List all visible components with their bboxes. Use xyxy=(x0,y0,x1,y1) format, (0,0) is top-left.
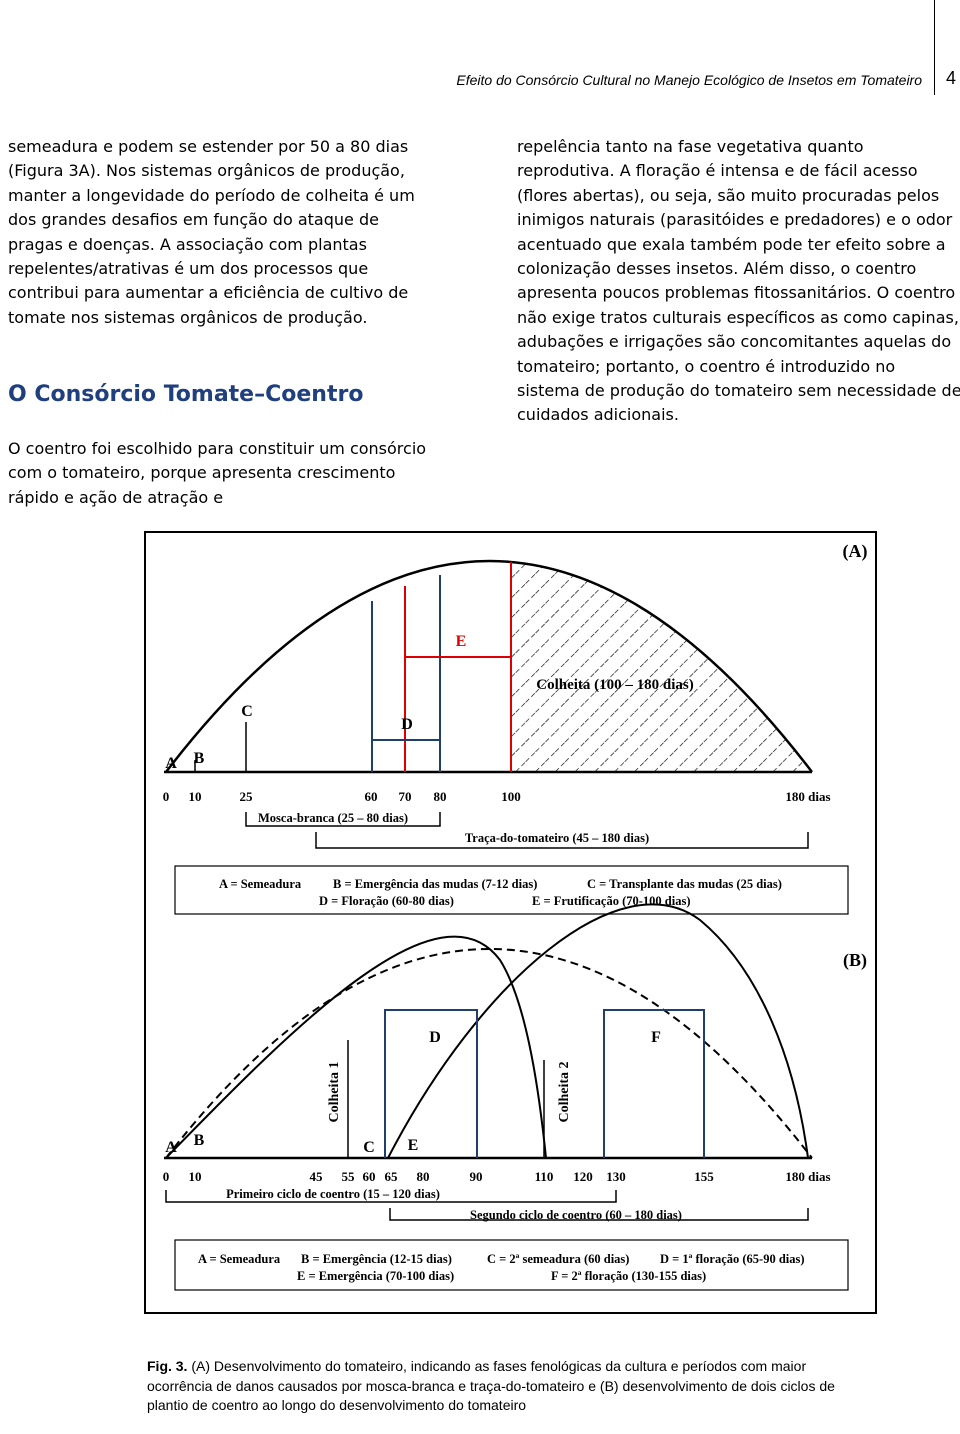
tomato-curve xyxy=(165,559,813,773)
legend-item: B = Emergência das mudas (7-12 dias) xyxy=(333,877,537,891)
header-rule xyxy=(934,0,935,95)
tomato-curve xyxy=(165,948,813,1159)
section-heading: O Consórcio Tomate–Coentro xyxy=(8,382,364,407)
range-label: Primeiro ciclo de coentro (15 – 120 dias… xyxy=(226,1187,440,1201)
panel-label: (B) xyxy=(843,950,867,971)
harvest-hatch xyxy=(511,562,812,772)
legend-item: C = 2ª semeadura (60 dias) xyxy=(487,1252,629,1266)
paragraph: semeadura e podem se estender por 50 a 8… xyxy=(8,137,415,327)
legend-box xyxy=(174,1239,849,1291)
tick-label: 120 xyxy=(573,1169,593,1184)
legend-item: C = Transplante das mudas (25 dias) xyxy=(587,877,782,891)
tick-label: 10 xyxy=(189,1169,202,1184)
bracket xyxy=(384,1009,478,1158)
tick-label: 100 xyxy=(501,789,521,804)
tick-label: 80 xyxy=(417,1169,430,1184)
coriander-curve xyxy=(387,903,809,1159)
coriander-curve xyxy=(165,935,547,1159)
range-label: Mosca-branca (25 – 80 dias) xyxy=(258,811,408,825)
page-number: 4 xyxy=(946,68,957,88)
figure-frame xyxy=(144,531,877,1314)
tick-label: 0 xyxy=(163,1169,170,1184)
tick-label: 60 xyxy=(363,1169,376,1184)
tick-label: 180 dias xyxy=(785,789,830,804)
legend-item: D = 1ª floração (65-90 dias) xyxy=(660,1252,805,1266)
legend-item: E = Emergência (70-100 dias) xyxy=(297,1269,454,1283)
tick-label: 25 xyxy=(240,789,254,804)
tick-label: 55 xyxy=(342,1169,356,1184)
tick-label: 65 xyxy=(385,1169,399,1184)
harvest-label: Colheita 2 xyxy=(557,1061,572,1122)
tick-label: 70 xyxy=(399,789,412,804)
legend-item: B = Emergência (12-15 dias) xyxy=(301,1252,452,1266)
legend-item: F = 2ª floração (130-155 dias) xyxy=(551,1269,706,1283)
tick-label: 60 xyxy=(365,789,378,804)
paragraph: repelência tanto na fase vegetativa quan… xyxy=(517,137,960,425)
letter: C xyxy=(363,1139,375,1156)
letter: D xyxy=(401,716,413,733)
legend-item: D = Floração (60-80 dias) xyxy=(319,894,454,908)
bracket xyxy=(389,1208,809,1221)
legend-item: A = Semeadura xyxy=(219,877,302,891)
tick-label: 80 xyxy=(434,789,447,804)
tick-label: 110 xyxy=(535,1169,554,1184)
bracket xyxy=(245,812,441,827)
tick-label: 0 xyxy=(163,789,170,804)
panel-label: (A) xyxy=(843,541,868,562)
tick-label: 130 xyxy=(606,1169,626,1184)
letter: A xyxy=(165,1139,177,1156)
header-title: Efeito do Consórcio Cultural no Manejo E… xyxy=(456,72,922,88)
tick-label: 45 xyxy=(310,1169,324,1184)
figure: (A) A B C D E Colheita (100 – 180 dias) … xyxy=(144,531,877,1314)
letter: B xyxy=(194,1132,205,1149)
range-label: Traça-do-tomateiro (45 – 180 dias) xyxy=(465,831,649,845)
range-label: Segundo ciclo de coentro (60 – 180 dias) xyxy=(470,1208,682,1222)
letter: B xyxy=(194,750,205,767)
caption-label: Fig. 3. xyxy=(147,1358,188,1374)
legend-box xyxy=(174,865,849,915)
legend-item: A = Semeadura xyxy=(198,1252,281,1266)
bracket xyxy=(603,1009,705,1158)
bracket xyxy=(165,1190,617,1203)
letter: E xyxy=(408,1137,419,1154)
tick-label: 180 dias xyxy=(785,1169,830,1184)
caption-text: (A) Desenvolvimento do tomateiro, indica… xyxy=(147,1358,835,1413)
bracket xyxy=(315,832,809,849)
harvest-label: Colheita (100 – 180 dias) xyxy=(536,677,694,693)
letter: D xyxy=(429,1029,441,1046)
letter: A xyxy=(165,755,177,772)
harvest-label: Colheita 1 xyxy=(327,1061,342,1122)
tick-label: 10 xyxy=(189,789,202,804)
tick-label: 155 xyxy=(694,1169,714,1184)
tick-label: 90 xyxy=(470,1169,483,1184)
letter: E xyxy=(456,633,467,650)
letter: C xyxy=(241,703,253,720)
caption: Fig. 3. (A) Desenvolvimento do tomateiro… xyxy=(147,1357,847,1416)
letter: F xyxy=(651,1029,661,1046)
paragraph: O coentro foi escolhido para constituir … xyxy=(8,439,427,507)
